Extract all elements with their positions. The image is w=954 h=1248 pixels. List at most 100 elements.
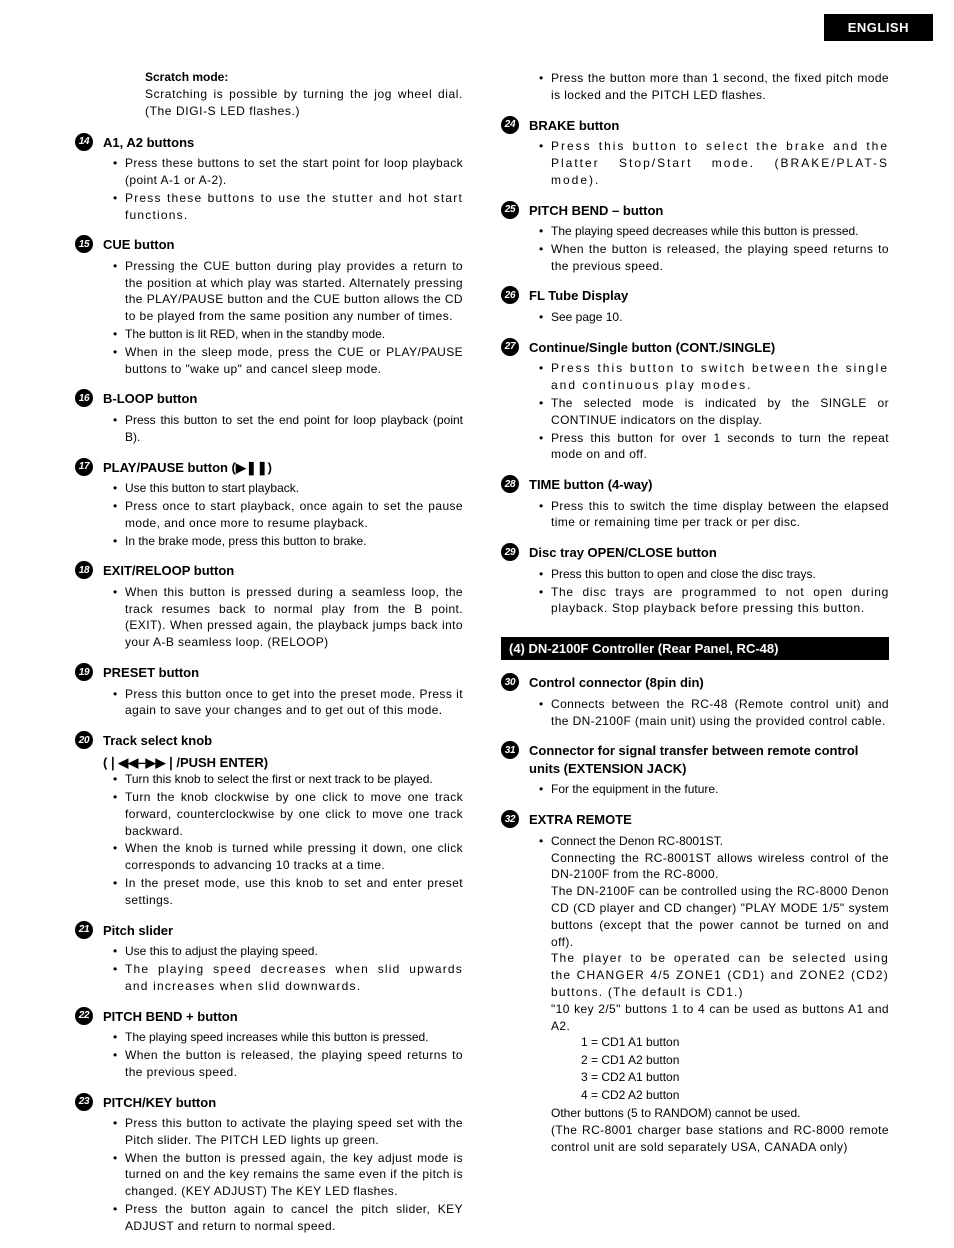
bullet-item: The button is lit RED, when in the stand… bbox=[113, 326, 463, 343]
item-31: 31 Connector for signal transfer between … bbox=[501, 742, 889, 798]
bullet-item: Press once to start playback, once again… bbox=[113, 498, 463, 532]
badge-number: 19 bbox=[75, 663, 93, 681]
bullet-item: The playing speed decreases while this b… bbox=[539, 223, 889, 240]
item-heading: PLAY/PAUSE button (▶❚❚) bbox=[103, 459, 463, 477]
bullet-item: Pressing the CUE button during play prov… bbox=[113, 258, 463, 325]
badge-number: 18 bbox=[75, 561, 93, 579]
bullet-list: Press this button to activate the playin… bbox=[113, 1115, 463, 1235]
badge-number: 26 bbox=[501, 286, 519, 304]
item-heading: Connector for signal transfer between re… bbox=[529, 742, 889, 777]
bullet-item: Press this button once to get into the p… bbox=[113, 686, 463, 720]
bullet-list: Pressing the CUE button during play prov… bbox=[113, 258, 463, 378]
item-heading: Continue/Single button (CONT./SINGLE) bbox=[529, 339, 889, 357]
bullet-list: Press this button to select the brake an… bbox=[539, 138, 889, 188]
bullet-item: The playing speed decreases when slid up… bbox=[113, 961, 463, 995]
badge-number: 25 bbox=[501, 201, 519, 219]
badge-number: 30 bbox=[501, 673, 519, 691]
scratch-mode-text: Scratching is possible by turning the jo… bbox=[145, 86, 463, 120]
content-columns: Scratch mode: Scratching is possible by … bbox=[75, 70, 889, 1248]
km-2: 2 = CD1 A2 button bbox=[581, 1052, 889, 1069]
bullet-list: Use this button to start playback.Press … bbox=[113, 480, 463, 549]
bullet-item: Press these buttons to use the stutter a… bbox=[113, 190, 463, 224]
item-heading: PITCH BEND – button bbox=[529, 202, 889, 220]
right-continuation: Press the button more than 1 second, the… bbox=[501, 70, 889, 104]
bullet-list: For the equipment in the future. bbox=[539, 781, 889, 798]
bullet-list: Press this button once to get into the p… bbox=[113, 686, 463, 720]
km-1: 1 = CD1 A1 button bbox=[581, 1034, 889, 1051]
item-heading: PITCH BEND + button bbox=[103, 1008, 463, 1026]
item-heading: Track select knob bbox=[103, 732, 463, 750]
bullet-list: Press these buttons to set the start poi… bbox=[113, 155, 463, 223]
bullet-item: Press this button for over 1 seconds to … bbox=[539, 430, 889, 464]
badge-number: 31 bbox=[501, 741, 519, 759]
item-24: 24BRAKE buttonPress this button to selec… bbox=[501, 117, 889, 189]
bullet-item: Press the button again to cancel the pit… bbox=[113, 1201, 463, 1235]
er-l3: The DN-2100F can be controlled using the… bbox=[551, 883, 889, 950]
item-heading: EXTRA REMOTE bbox=[529, 811, 889, 829]
km-3: 3 = CD2 A1 button bbox=[581, 1069, 889, 1086]
item-15: 15CUE buttonPressing the CUE button duri… bbox=[75, 236, 463, 377]
bullet-item: Press this button to set the end point f… bbox=[113, 412, 463, 446]
er-l2: Connecting the RC-8001ST allows wireless… bbox=[551, 850, 889, 884]
bullet-item: Press this to switch the time display be… bbox=[539, 498, 889, 532]
badge-number: 14 bbox=[75, 133, 93, 151]
item-heading: FL Tube Display bbox=[529, 287, 889, 305]
item-29: 29 Disc tray OPEN/CLOSE button Press this … bbox=[501, 544, 889, 617]
item-17: 17 PLAY/PAUSE button (▶❚❚) Use this button… bbox=[75, 459, 463, 550]
item-heading: A1, A2 buttons bbox=[103, 134, 463, 152]
bullet-list: When this button is pressed during a sea… bbox=[113, 584, 463, 651]
km-4: 4 = CD2 A2 button bbox=[581, 1087, 889, 1104]
extra-remote-intro: Connect the Denon RC-8001ST. Connecting … bbox=[539, 833, 889, 1104]
item-27: 27Continue/Single button (CONT./SINGLE)P… bbox=[501, 339, 889, 463]
er-l7: (The RC-8001 charger base stations and R… bbox=[551, 1122, 889, 1156]
bullet-item: When the button is released, the playing… bbox=[539, 241, 889, 275]
bullet-item: Use this to adjust the playing speed. bbox=[113, 943, 463, 960]
er-l6: Other buttons (5 to RANDOM) cannot be us… bbox=[551, 1105, 889, 1122]
badge-number: 17 bbox=[75, 458, 93, 476]
bullet-item: When the knob is turned while pressing i… bbox=[113, 840, 463, 874]
item-26: 26 FL Tube Display See page 10. bbox=[501, 287, 889, 325]
bullet-item: Press these buttons to set the start poi… bbox=[113, 155, 463, 189]
item-21: 21Pitch sliderUse this to adjust the pla… bbox=[75, 922, 463, 995]
left-column: Scratch mode: Scratching is possible by … bbox=[75, 70, 463, 1248]
badge-number: 24 bbox=[501, 116, 519, 134]
er-l4: The player to be operated can be selecte… bbox=[551, 950, 889, 1000]
bullet-item: Turn this knob to select the first or ne… bbox=[113, 771, 463, 788]
bullet-item: Press this button to select the brake an… bbox=[539, 138, 889, 188]
bullet-list: Press this button to set the end point f… bbox=[113, 412, 463, 446]
item-heading: TIME button (4-way) bbox=[529, 476, 889, 494]
item-subheading: (❘◀◀–▶▶❘/PUSH ENTER) bbox=[103, 754, 463, 772]
bullet-list: Press this to switch the time display be… bbox=[539, 498, 889, 532]
bullet-item: The selected mode is indicated by the SI… bbox=[539, 395, 889, 429]
bullet-list: Turn this knob to select the first or ne… bbox=[113, 771, 463, 908]
bullet-item: Use this button to start playback. bbox=[113, 480, 463, 497]
item-heading: PRESET button bbox=[103, 664, 463, 682]
scratch-mode-title: Scratch mode: bbox=[145, 70, 463, 84]
key-mapping-list: 1 = CD1 A1 button 2 = CD1 A2 button 3 = … bbox=[581, 1034, 889, 1104]
badge-number: 23 bbox=[75, 1093, 93, 1111]
er-l1: Connect the Denon RC-8001ST. bbox=[551, 834, 723, 848]
item-heading: Disc tray OPEN/CLOSE button bbox=[529, 544, 889, 562]
bullet-list: See page 10. bbox=[539, 309, 889, 326]
badge-number: 29 bbox=[501, 543, 519, 561]
bullet-item: In the brake mode, press this button to … bbox=[113, 533, 463, 550]
bullet-item: Press this button to switch between the … bbox=[539, 360, 889, 394]
bullet-item: Press this button to open and close the … bbox=[539, 566, 889, 583]
item-20: 20Track select knob(❘◀◀–▶▶❘/PUSH ENTER)T… bbox=[75, 732, 463, 908]
bullet-item: When this button is pressed during a sea… bbox=[113, 584, 463, 651]
item-heading: EXIT/RELOOP button bbox=[103, 562, 463, 580]
bullet-item: For the equipment in the future. bbox=[539, 781, 889, 798]
bullet-item: Turn the knob clockwise by one click to … bbox=[113, 789, 463, 839]
right-column: Press the button more than 1 second, the… bbox=[501, 70, 889, 1248]
bullet-list: The playing speed decreases while this b… bbox=[539, 223, 889, 274]
item-extra-remote: 32 EXTRA REMOTE Connect the Denon RC-800… bbox=[501, 811, 889, 1155]
item-30: 30Control connector (8pin din)Connects b… bbox=[501, 674, 889, 729]
bullet-list: Press this button to open and close the … bbox=[539, 566, 889, 617]
bullet-list: Press this button to switch between the … bbox=[539, 360, 889, 463]
bullet-item: The playing speed increases while this b… bbox=[113, 1029, 463, 1046]
item-19: 19 PRESET button Press this button once to… bbox=[75, 664, 463, 719]
item-23: 23PITCH/KEY buttonPress this button to a… bbox=[75, 1094, 463, 1235]
badge-number: 15 bbox=[75, 235, 93, 253]
er-l5: "10 key 2/5" buttons 1 to 4 can be used … bbox=[551, 1001, 889, 1035]
bullet-item: See page 10. bbox=[539, 309, 889, 326]
